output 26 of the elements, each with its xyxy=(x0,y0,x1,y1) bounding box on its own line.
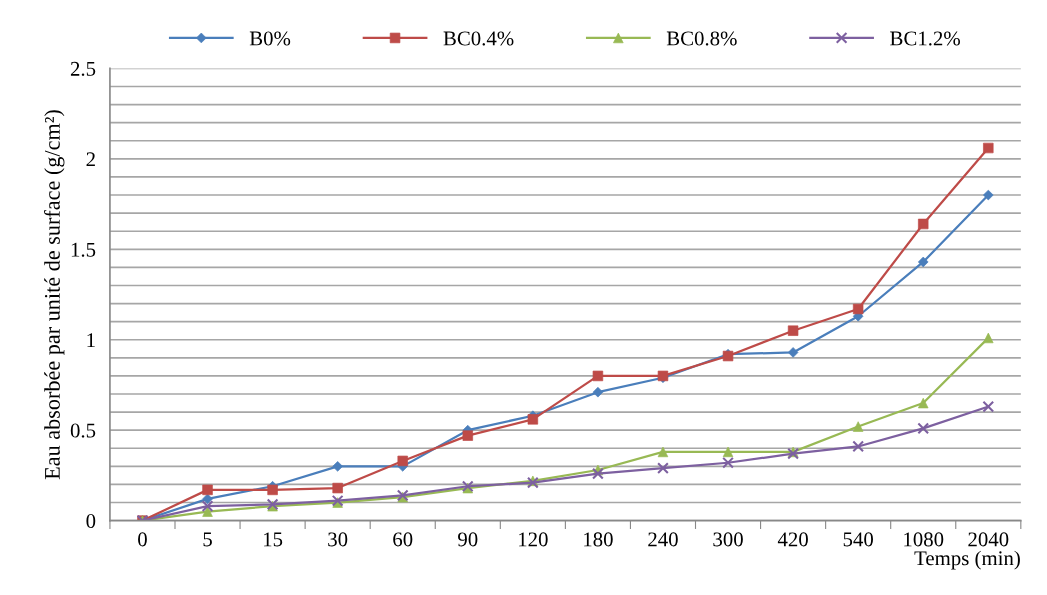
y-axis-title: Eau absorbée par unité de surface (g/cm²) xyxy=(44,110,65,480)
x-tick-label: 180 xyxy=(584,532,613,547)
x-tick-label: 90 xyxy=(458,532,478,547)
x-tick-label: 5 xyxy=(203,532,212,547)
y-tick-label: 2 xyxy=(86,152,95,167)
legend-label: BC0.8% xyxy=(666,31,737,46)
x-tick-label: 30 xyxy=(328,532,348,547)
x-tick-label: 240 xyxy=(648,532,678,547)
x-tick-label: 420 xyxy=(777,532,808,547)
legend-label: BC1.2% xyxy=(890,31,960,46)
y-tick-label: 0 xyxy=(86,514,96,529)
x-tick-label: 1080 xyxy=(904,532,944,547)
y-tick-label: 1 xyxy=(87,333,95,347)
x-tick-label: 60 xyxy=(393,532,413,547)
y-tick-label: 2.5 xyxy=(70,61,96,76)
x-tick-label: 15 xyxy=(264,532,283,547)
legend-label: B0% xyxy=(249,31,291,46)
x-tick-label: 0 xyxy=(138,532,147,547)
y-tick-label: 0.5 xyxy=(70,423,96,438)
x-tick-label: 2040 xyxy=(968,532,1009,547)
x-axis-title: Temps (min) xyxy=(914,550,1020,570)
x-tick-label: 540 xyxy=(843,532,873,547)
legend-label: BC0.4% xyxy=(443,31,514,46)
x-tick-label: 300 xyxy=(713,532,743,547)
x-tick-label: 120 xyxy=(519,532,548,547)
y-tick-label: 1.5 xyxy=(71,242,96,257)
